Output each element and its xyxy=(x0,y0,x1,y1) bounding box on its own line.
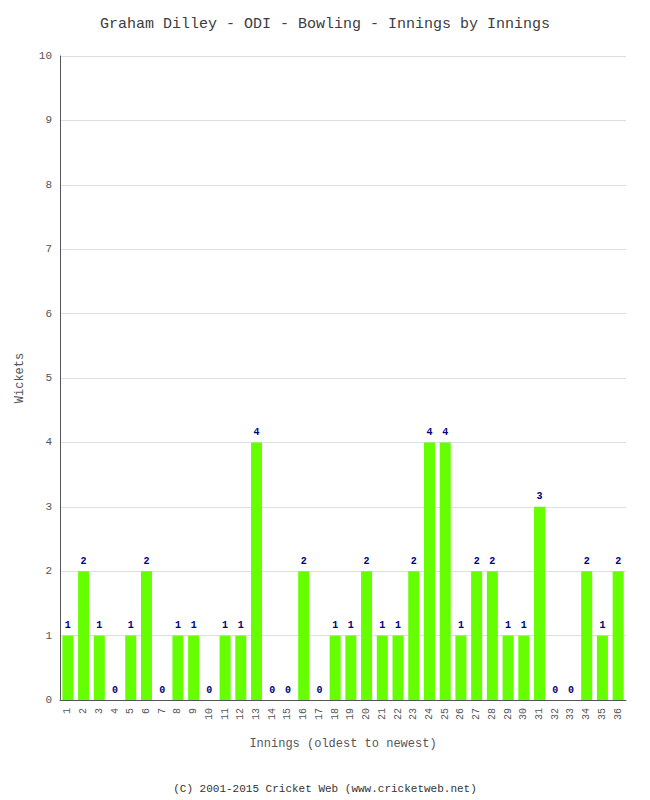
svg-text:22: 22 xyxy=(393,708,404,720)
svg-text:29: 29 xyxy=(503,708,514,720)
svg-text:31: 31 xyxy=(534,708,545,720)
svg-text:13: 13 xyxy=(251,708,262,720)
svg-text:2: 2 xyxy=(45,565,52,577)
svg-text:(C) 2001-2015 Cricket Web (www: (C) 2001-2015 Cricket Web (www.cricketwe… xyxy=(173,783,477,795)
svg-text:Wickets: Wickets xyxy=(13,353,27,403)
svg-text:1: 1 xyxy=(348,620,354,631)
svg-text:9: 9 xyxy=(188,708,199,714)
svg-text:9: 9 xyxy=(45,114,52,126)
svg-text:3: 3 xyxy=(45,501,52,513)
svg-text:11: 11 xyxy=(220,708,231,720)
svg-text:5: 5 xyxy=(45,372,52,384)
svg-text:7: 7 xyxy=(157,708,168,714)
svg-text:20: 20 xyxy=(361,708,372,720)
svg-text:1: 1 xyxy=(395,620,401,631)
svg-text:1: 1 xyxy=(191,620,197,631)
svg-text:2: 2 xyxy=(584,556,590,567)
svg-text:24: 24 xyxy=(424,708,435,720)
svg-text:8: 8 xyxy=(172,708,183,714)
svg-text:4: 4 xyxy=(442,427,448,438)
svg-text:34: 34 xyxy=(581,708,592,720)
svg-text:0: 0 xyxy=(159,685,165,696)
svg-text:0: 0 xyxy=(568,685,574,696)
svg-text:0: 0 xyxy=(206,685,212,696)
svg-text:2: 2 xyxy=(411,556,417,567)
svg-text:Graham Dilley - ODI - Bowling: Graham Dilley - ODI - Bowling - Innings … xyxy=(100,16,550,33)
svg-text:6: 6 xyxy=(45,308,52,320)
svg-text:1: 1 xyxy=(379,620,385,631)
svg-text:12: 12 xyxy=(235,708,246,720)
svg-text:2: 2 xyxy=(78,708,89,714)
svg-text:1: 1 xyxy=(238,620,244,631)
svg-text:2: 2 xyxy=(489,556,495,567)
svg-text:1: 1 xyxy=(96,620,102,631)
svg-text:2: 2 xyxy=(143,556,149,567)
svg-text:6: 6 xyxy=(141,708,152,714)
svg-text:1: 1 xyxy=(65,620,71,631)
svg-text:21: 21 xyxy=(377,708,388,720)
svg-text:27: 27 xyxy=(471,708,482,720)
svg-text:1: 1 xyxy=(458,620,464,631)
svg-text:7: 7 xyxy=(45,243,52,255)
svg-text:1: 1 xyxy=(62,708,73,714)
svg-text:17: 17 xyxy=(314,708,325,720)
svg-text:1: 1 xyxy=(45,630,52,642)
svg-text:4: 4 xyxy=(45,436,52,448)
svg-text:16: 16 xyxy=(298,708,309,720)
svg-text:1: 1 xyxy=(332,620,338,631)
svg-text:15: 15 xyxy=(282,708,293,720)
svg-text:35: 35 xyxy=(597,708,608,720)
svg-text:2: 2 xyxy=(474,556,480,567)
svg-text:1: 1 xyxy=(222,620,228,631)
svg-text:Innings (oldest to newest): Innings (oldest to newest) xyxy=(249,737,436,751)
svg-text:33: 33 xyxy=(565,708,576,720)
svg-text:2: 2 xyxy=(615,556,621,567)
svg-text:10: 10 xyxy=(204,708,215,720)
svg-text:30: 30 xyxy=(518,708,529,720)
svg-text:1: 1 xyxy=(505,620,511,631)
svg-text:0: 0 xyxy=(112,685,118,696)
svg-text:3: 3 xyxy=(537,491,543,502)
svg-text:0: 0 xyxy=(316,685,322,696)
svg-text:3: 3 xyxy=(94,708,105,714)
svg-text:0: 0 xyxy=(285,685,291,696)
svg-text:1: 1 xyxy=(128,620,134,631)
svg-text:10: 10 xyxy=(39,50,52,62)
svg-text:1: 1 xyxy=(599,620,605,631)
svg-text:4: 4 xyxy=(254,427,260,438)
svg-text:28: 28 xyxy=(487,708,498,720)
svg-text:2: 2 xyxy=(364,556,370,567)
svg-text:0: 0 xyxy=(552,685,558,696)
svg-text:23: 23 xyxy=(408,708,419,720)
svg-text:32: 32 xyxy=(550,708,561,720)
svg-text:19: 19 xyxy=(345,708,356,720)
svg-text:8: 8 xyxy=(45,179,52,191)
svg-text:4: 4 xyxy=(426,427,432,438)
svg-text:4: 4 xyxy=(110,708,121,714)
svg-text:25: 25 xyxy=(440,708,451,720)
svg-text:5: 5 xyxy=(125,708,136,714)
svg-text:26: 26 xyxy=(455,708,466,720)
svg-text:18: 18 xyxy=(330,708,341,720)
svg-text:0: 0 xyxy=(45,694,52,706)
svg-text:0: 0 xyxy=(269,685,275,696)
svg-text:36: 36 xyxy=(613,708,624,720)
svg-text:1: 1 xyxy=(175,620,181,631)
svg-text:2: 2 xyxy=(81,556,87,567)
svg-text:1: 1 xyxy=(521,620,527,631)
svg-text:14: 14 xyxy=(267,708,278,720)
svg-text:2: 2 xyxy=(301,556,307,567)
